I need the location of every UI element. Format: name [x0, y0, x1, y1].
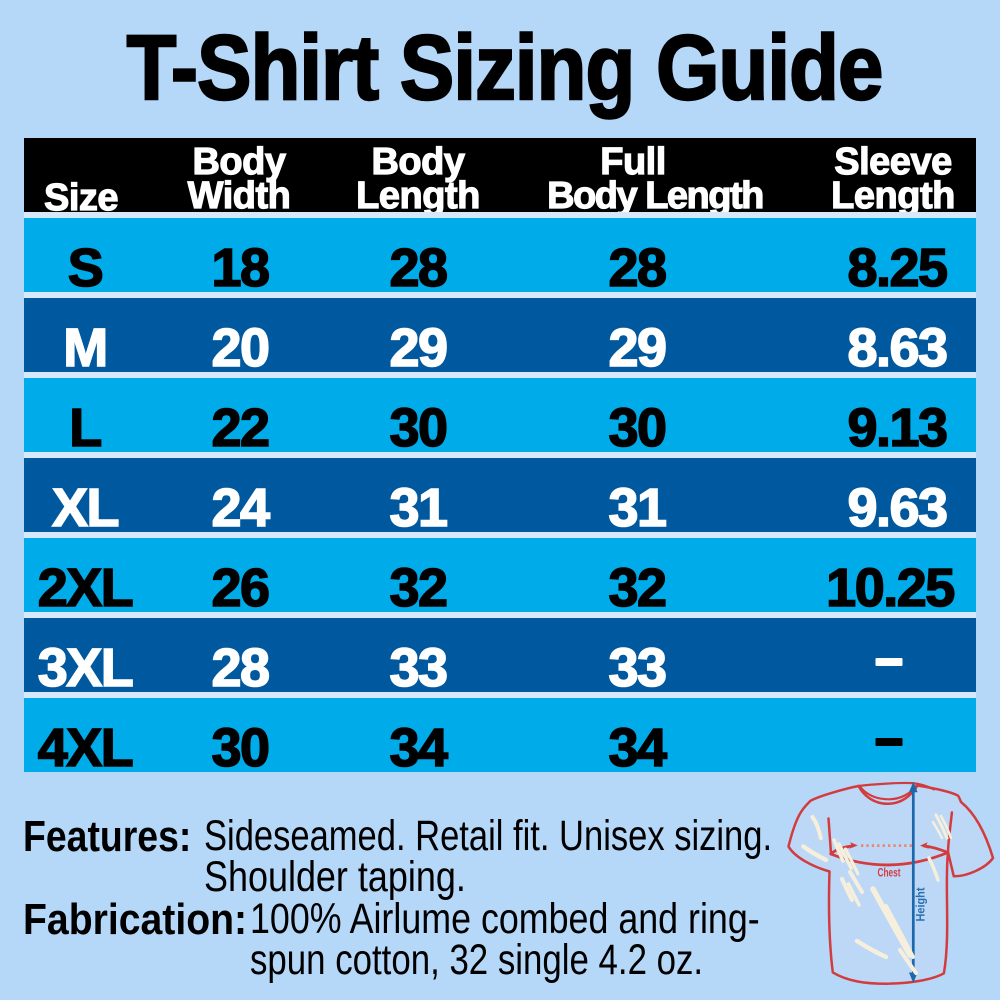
svg-text:Chest: Chest — [878, 866, 901, 880]
svg-text:Height: Height — [914, 888, 928, 922]
